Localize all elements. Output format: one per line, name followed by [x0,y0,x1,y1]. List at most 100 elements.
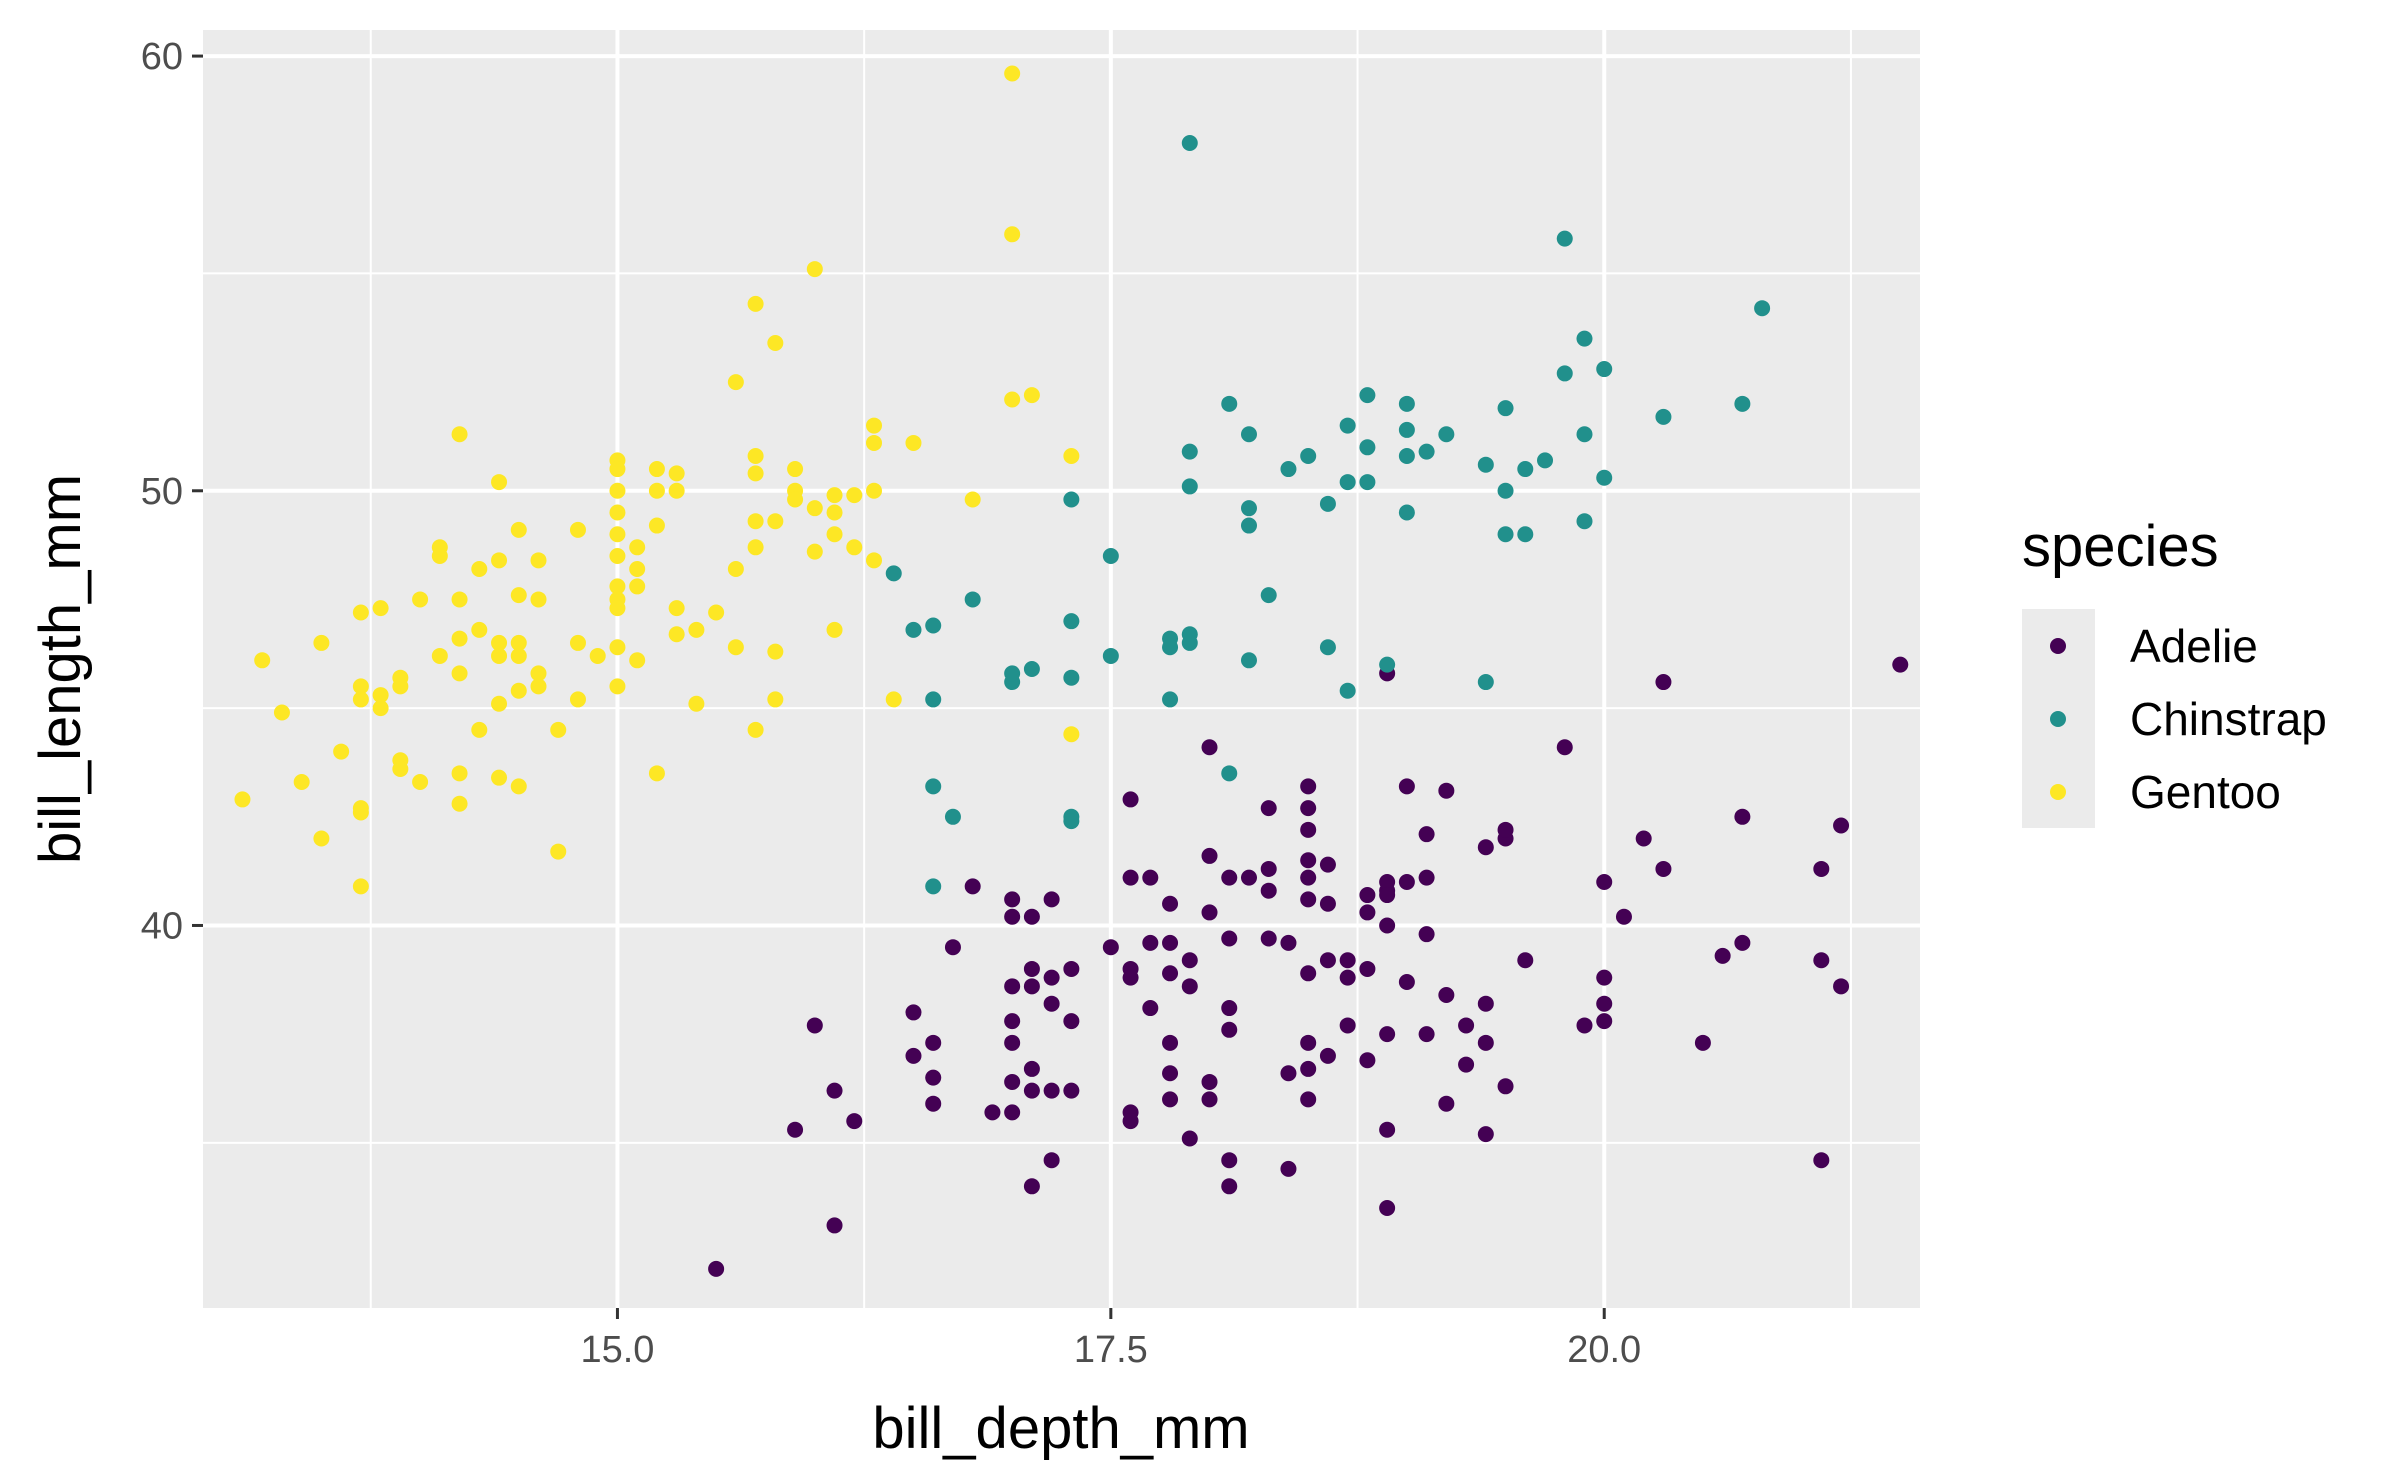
point-adelie [1734,808,1751,825]
point-adelie [1122,969,1139,986]
point-adelie [1379,1026,1396,1043]
point-gentoo [293,774,310,791]
point-adelie [1319,856,1336,873]
point-gentoo [431,647,448,664]
point-chinstrap [1339,682,1356,699]
point-gentoo [688,695,705,712]
point-gentoo [510,778,527,795]
point-adelie [925,1069,942,1086]
point-gentoo [451,591,468,608]
point-adelie [1398,973,1415,990]
point-adelie [1122,1113,1139,1130]
point-adelie [1655,860,1672,877]
point-gentoo [471,621,488,638]
point-chinstrap [1497,482,1514,499]
point-adelie [1339,952,1356,969]
point-gentoo [451,795,468,812]
legend-key-gentoo [2050,784,2066,800]
point-adelie [1359,887,1376,904]
point-gentoo [372,687,389,704]
point-gentoo [648,517,665,534]
point-gentoo [431,547,448,564]
point-gentoo [313,830,330,847]
point-chinstrap [925,617,942,634]
point-chinstrap [1181,443,1198,460]
point-gentoo [846,487,863,504]
point-adelie [1438,1095,1455,1112]
point-adelie [1458,1017,1475,1034]
point-adelie [905,1004,922,1021]
point-adelie [1300,891,1317,908]
point-adelie [1102,939,1119,956]
point-gentoo [826,526,843,543]
point-adelie [826,1217,843,1234]
point-gentoo [767,334,784,351]
point-gentoo [609,578,626,595]
point-adelie [1379,874,1396,890]
point-gentoo [491,474,508,491]
point-chinstrap [1240,426,1257,443]
point-gentoo [352,804,369,821]
point-adelie [1635,830,1652,847]
point-adelie [1280,934,1297,951]
point-gentoo [629,539,646,556]
point-adelie [1142,1000,1159,1017]
point-chinstrap [1004,665,1021,682]
point-chinstrap [1576,330,1593,347]
point-gentoo [747,539,764,556]
legend-label-gentoo: Gentoo [2130,766,2281,818]
point-adelie [1023,1178,1040,1195]
point-adelie [1162,1034,1179,1051]
point-adelie [944,939,961,956]
point-chinstrap [1398,448,1415,464]
point-adelie [1142,869,1159,886]
point-gentoo [451,665,468,682]
point-gentoo [806,261,823,278]
point-chinstrap [1339,474,1356,491]
point-gentoo [648,482,665,499]
legend-title: species [2022,514,2219,579]
point-chinstrap [925,778,942,795]
point-adelie [1300,1091,1317,1108]
point-chinstrap [1181,634,1198,651]
point-adelie [1122,869,1139,886]
point-adelie [1615,908,1632,925]
point-adelie [1162,1091,1179,1108]
point-chinstrap [1240,500,1257,517]
point-adelie [1260,930,1277,947]
point-gentoo [885,691,902,708]
point-adelie [1004,891,1021,908]
point-gentoo [530,665,547,682]
y-tick-label: 40 [141,905,183,947]
point-gentoo [352,678,369,695]
point-gentoo [727,374,744,391]
point-gentoo [412,774,429,791]
point-gentoo [648,765,665,782]
point-adelie [1418,1026,1435,1043]
point-adelie [1201,1073,1218,1090]
point-gentoo [668,626,685,643]
point-gentoo [846,539,863,556]
point-adelie [1655,674,1672,691]
point-adelie [1043,969,1060,986]
point-adelie [1300,821,1317,838]
point-gentoo [787,491,804,508]
point-gentoo [708,604,725,621]
point-gentoo [491,552,508,569]
point-chinstrap [1162,691,1179,708]
point-chinstrap [1181,478,1198,495]
point-gentoo [510,634,527,651]
point-adelie [1201,904,1218,921]
point-gentoo [510,521,527,538]
point-gentoo [451,426,468,443]
plot-panel [203,30,1920,1308]
x-axis-title: bill_depth_mm [872,1396,1249,1461]
point-chinstrap [1063,491,1080,508]
point-chinstrap [1655,408,1672,425]
point-adelie [1004,908,1021,925]
point-adelie [1004,978,1021,995]
point-chinstrap [1221,765,1238,782]
point-adelie [1379,1200,1396,1217]
point-gentoo [629,578,646,595]
point-chinstrap [1477,674,1494,691]
